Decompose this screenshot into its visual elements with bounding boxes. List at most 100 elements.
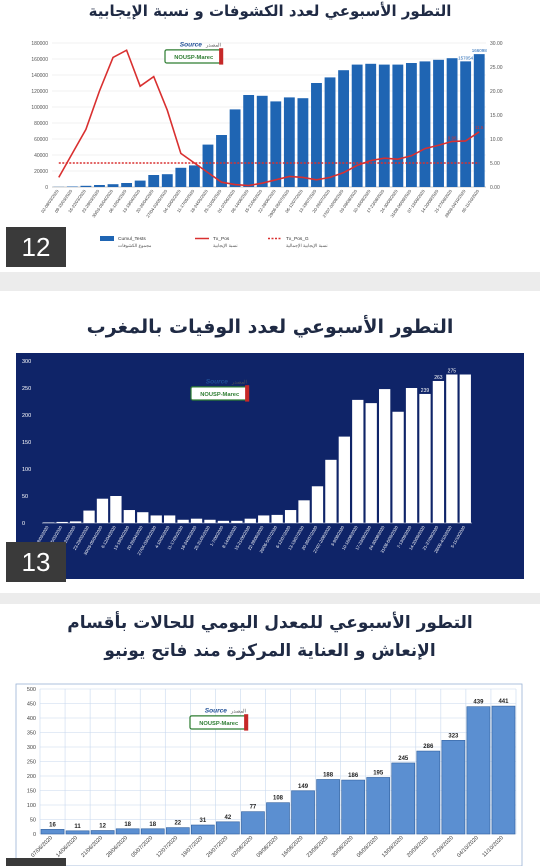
bar-data-label: 16: [49, 822, 56, 828]
source-label: Source: [206, 379, 229, 386]
source-arabic-label: المصدر: [205, 43, 221, 49]
y-tick-label: 0: [45, 185, 48, 191]
bar-tests: [175, 167, 187, 187]
y-tick-label: 60000: [34, 137, 48, 143]
bar-tests: [460, 61, 472, 188]
bar-deaths: [459, 374, 471, 523]
y-tick-label: 400: [27, 716, 36, 722]
y2-tick-label: 10.00: [490, 137, 503, 143]
bar-data-label: 441: [498, 699, 509, 705]
source-arabic-label: المصدر: [231, 380, 247, 386]
bar-tests: [405, 63, 417, 187]
bar-deaths: [419, 393, 431, 523]
bar-icu: [90, 830, 115, 835]
source-logo-stripe: [245, 385, 250, 402]
bar-tests: [188, 165, 200, 187]
bar-deaths: [338, 436, 350, 523]
bar-tests: [134, 180, 146, 187]
y2-tick-label: 30.00: [490, 41, 503, 47]
chart-tests-positivity: 0 20000 40000 60000 80000 100000 120000 140000 1…: [31, 41, 503, 249]
source-label: Source: [205, 708, 228, 715]
bar-icu: [216, 821, 240, 835]
slide-14-title-line-2: الإنعاش و العناية المركزة مند فاتح يونيو: [104, 641, 436, 661]
bar-icu: [40, 829, 65, 835]
bar-tests: [338, 70, 350, 187]
bar-data-label: 42: [225, 815, 232, 821]
bar-tests: [433, 59, 444, 187]
slide-13-card: التطور الأسبوعي لعدد الوفيات بالمغرب 0 50…: [0, 291, 540, 593]
bar-deaths: [177, 519, 189, 523]
bar-deaths: [56, 521, 68, 523]
bar-tests: [311, 83, 322, 187]
y2-tick-label: 5.00: [490, 161, 500, 167]
y-tick-label: 180000: [31, 41, 48, 47]
y2-tick-label: 15.00: [490, 113, 503, 119]
bar-deaths: [190, 518, 203, 523]
bar-icu: [191, 824, 215, 835]
bar-deaths: [231, 520, 243, 523]
bar-tests: [243, 95, 255, 187]
legend-label-ar: نسبة الإيجابية: [213, 243, 238, 248]
bar-tests: [473, 54, 485, 188]
bar-deaths: [311, 486, 324, 523]
bar-tests: [270, 101, 282, 187]
bar-deaths: [69, 521, 82, 523]
bar-tests: [80, 185, 92, 187]
bar-icu: [366, 777, 391, 835]
y2-tick-label: 0.00: [490, 185, 500, 191]
chart-icu-daily-average: 0 50 100 150 200 250 300 350 400 450 500 16 11 12 18 18…: [15, 683, 523, 866]
bar-tests: [107, 184, 119, 187]
slide-badge-partial: [6, 858, 66, 866]
bar-tests: [256, 95, 268, 187]
line-data-label: 11.5: [475, 125, 484, 130]
bar-deaths: [365, 403, 377, 523]
y-tick-label: 50: [22, 494, 28, 500]
source-logo: Source المصدر NOUSP-Marec: [190, 379, 250, 402]
bar-data-label: 186: [348, 773, 359, 779]
bar-data-label: 108: [273, 796, 284, 802]
bar-deaths: [405, 388, 418, 523]
bar-data-label: 263: [434, 375, 443, 381]
y-tick-label: 300: [22, 359, 31, 365]
line-positivity: [58, 49, 480, 187]
y-tick-label: 40000: [34, 153, 48, 159]
legend-label-ar: نسبة الإيجابية الإجمالية: [286, 243, 328, 248]
legend-label: Cumul_Tests: [118, 236, 146, 242]
bar-icu: [140, 828, 165, 835]
bar-deaths: [123, 510, 135, 523]
legend-label: Tx_Pos_G: [286, 236, 309, 242]
bar-icu: [291, 790, 315, 835]
bar-data-label: 166098: [472, 48, 488, 53]
bar-tests: [446, 58, 458, 188]
bar-deaths: [244, 518, 256, 523]
bar-deaths: [43, 522, 55, 523]
bar-data-label: 245: [398, 756, 409, 762]
bar-data-label: 22: [174, 821, 181, 827]
bar-deaths: [150, 515, 162, 523]
source-logo: Source المصدر NOUSP-Marec: [189, 708, 249, 731]
source-arabic-label: المصدر: [230, 709, 246, 715]
bar-data-label: 77: [250, 805, 257, 811]
bar-deaths: [352, 399, 364, 523]
bar-deaths: [110, 496, 122, 523]
bar-deaths: [164, 515, 176, 523]
bar-tests: [202, 144, 214, 187]
bar-data-label: 31: [199, 818, 206, 824]
bar-deaths: [204, 519, 216, 523]
bar-deaths: [271, 514, 283, 523]
bar-icu: [466, 706, 491, 835]
source-label: Source: [180, 42, 203, 49]
slide-14-card: التطور الأسبوعي للمعدل اليومي للحالات بأ…: [0, 604, 540, 866]
bar-data-label: 12: [99, 824, 106, 830]
bar-deaths: [325, 459, 337, 523]
bar-data-label: 149: [298, 784, 309, 790]
bar-tests: [161, 174, 173, 187]
slide-13-title: التطور الأسبوعي لعدد الوفيات بالمغرب: [86, 316, 454, 338]
source-logo-stripe: [219, 48, 224, 65]
bar-tests: [297, 98, 309, 187]
bar-deaths: [258, 515, 270, 523]
legend-label: Tx_Pos: [213, 236, 230, 242]
y-tick-label: 160000: [31, 57, 48, 63]
bar-tests: [378, 64, 390, 187]
bar-icu: [241, 811, 265, 835]
